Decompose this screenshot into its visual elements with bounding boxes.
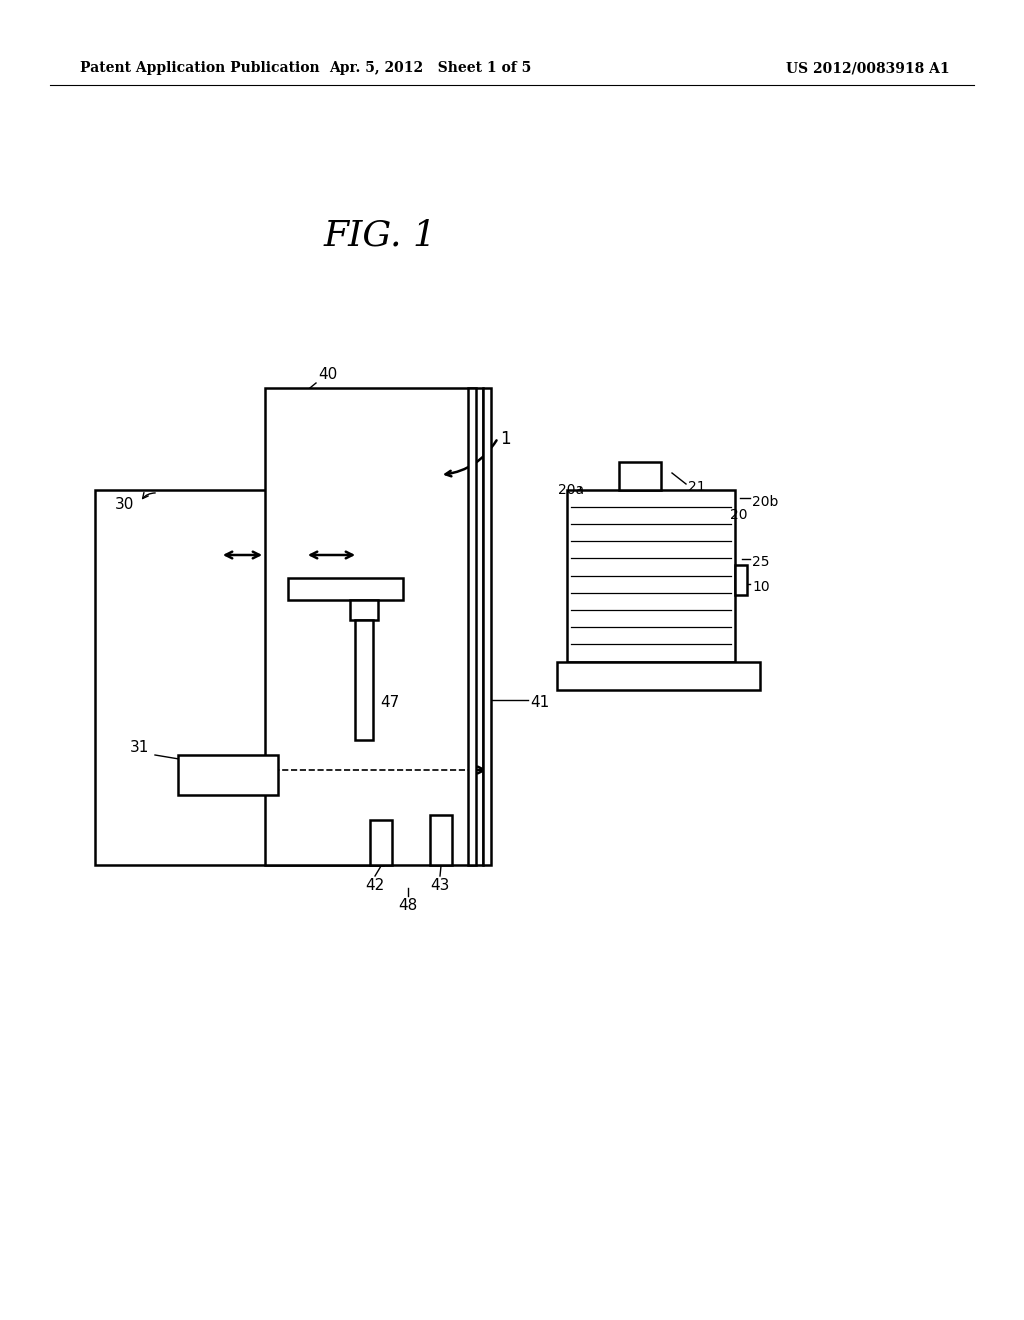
Text: 10: 10 xyxy=(752,579,770,594)
Text: 21: 21 xyxy=(688,480,706,494)
Text: 30: 30 xyxy=(115,498,134,512)
Text: 20a: 20a xyxy=(558,483,584,498)
Text: FIG. 1: FIG. 1 xyxy=(324,218,436,252)
Bar xyxy=(430,814,452,865)
Bar xyxy=(567,490,735,663)
Text: 41: 41 xyxy=(530,696,549,710)
Text: 40: 40 xyxy=(318,367,337,381)
Bar xyxy=(557,663,760,690)
Text: 31: 31 xyxy=(130,741,150,755)
Bar xyxy=(370,820,392,865)
Bar xyxy=(468,388,476,865)
Text: 25: 25 xyxy=(752,554,769,569)
Bar xyxy=(265,388,483,865)
Text: 47: 47 xyxy=(380,696,399,710)
Bar xyxy=(178,755,278,795)
Bar xyxy=(350,601,378,620)
Bar xyxy=(288,578,403,601)
Text: 42: 42 xyxy=(366,878,385,894)
Bar xyxy=(355,620,373,741)
Text: Patent Application Publication: Patent Application Publication xyxy=(80,61,319,75)
Text: 1: 1 xyxy=(500,430,511,447)
Bar xyxy=(618,462,662,490)
Bar xyxy=(483,388,490,865)
Text: 43: 43 xyxy=(430,878,450,894)
Bar xyxy=(735,565,746,595)
Text: US 2012/0083918 A1: US 2012/0083918 A1 xyxy=(786,61,950,75)
Text: 48: 48 xyxy=(398,898,418,913)
Text: 20: 20 xyxy=(730,508,748,521)
Text: Apr. 5, 2012   Sheet 1 of 5: Apr. 5, 2012 Sheet 1 of 5 xyxy=(329,61,531,75)
Text: 20b: 20b xyxy=(752,495,778,510)
Bar xyxy=(95,490,383,865)
